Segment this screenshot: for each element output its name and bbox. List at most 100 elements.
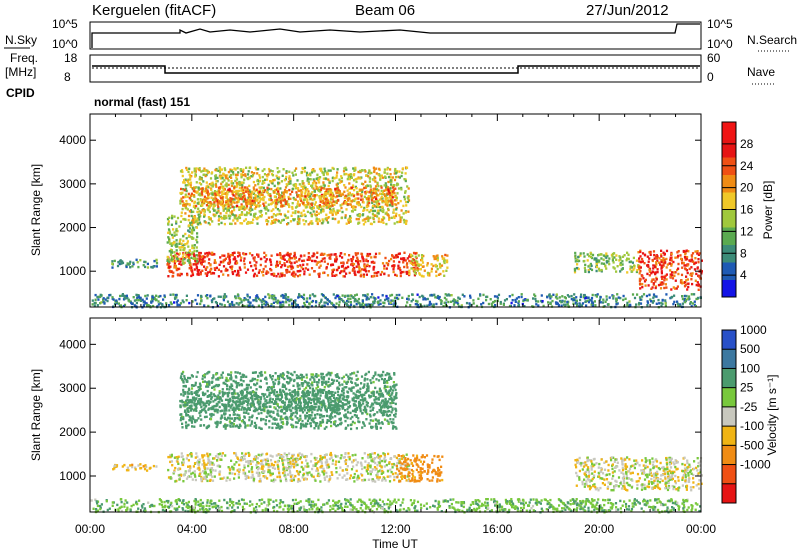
- power-cell: [198, 269, 201, 272]
- power-cell: [649, 298, 652, 301]
- power-cell: [191, 251, 194, 254]
- power-cell: [403, 221, 406, 224]
- power-cell: [202, 257, 205, 260]
- power-cell: [185, 255, 188, 258]
- power-cell: [376, 181, 379, 185]
- vel-cell: [331, 459, 335, 462]
- power-cell: [639, 260, 642, 264]
- power-cell: [400, 216, 403, 219]
- power-cell: [151, 300, 154, 303]
- power-cell: [311, 299, 315, 303]
- power-cell: [270, 304, 273, 308]
- power-cell: [695, 272, 698, 276]
- power-cell: [356, 191, 359, 194]
- power-cell: [277, 272, 280, 276]
- power-cell: [327, 178, 330, 181]
- vel-cell: [285, 467, 288, 470]
- power-cell: [201, 193, 204, 197]
- y-tick-label: 4000: [59, 133, 86, 147]
- power-cell: [346, 261, 349, 264]
- power-cell: [340, 261, 343, 265]
- power-cell: [684, 284, 687, 287]
- power-cell: [244, 200, 247, 203]
- power-cell: [269, 259, 272, 262]
- power-cell: [687, 282, 690, 285]
- power-cell: [219, 197, 223, 200]
- power-cell: [379, 299, 382, 302]
- power-cell: [677, 304, 680, 307]
- power-cell: [267, 293, 270, 296]
- power-cell: [352, 268, 355, 271]
- vel-cell: [349, 474, 352, 477]
- power-cell: [353, 300, 356, 303]
- power-cell: [320, 259, 323, 263]
- power-cell: [422, 298, 425, 301]
- power-cell: [320, 252, 323, 255]
- power-cell: [329, 257, 332, 260]
- power-cell: [196, 202, 199, 205]
- power-cell: [303, 272, 306, 276]
- power-cell: [687, 285, 690, 289]
- power-cell: [196, 235, 199, 239]
- power-cell: [322, 271, 325, 275]
- power-cell: [379, 192, 382, 195]
- power-cell: [320, 300, 323, 303]
- power-cell: [117, 261, 120, 264]
- power-cell: [238, 274, 241, 277]
- power-cell: [306, 210, 309, 214]
- power-cell: [391, 204, 394, 208]
- power-cell: [219, 177, 222, 180]
- power-cell: [256, 217, 259, 221]
- vel-cell: [284, 478, 288, 481]
- power-cell: [243, 208, 246, 211]
- power-cell: [603, 305, 606, 308]
- power-cell: [335, 295, 338, 298]
- power-cell: [235, 173, 238, 176]
- power-cell: [502, 303, 505, 306]
- power-cell: [269, 202, 273, 206]
- power-cell: [268, 198, 272, 202]
- power-cell: [307, 255, 310, 259]
- power-cell: [647, 284, 650, 287]
- power-cell: [600, 257, 603, 260]
- vel-cell: [251, 460, 254, 463]
- power-cell: [619, 270, 622, 273]
- power-cell: [526, 298, 529, 302]
- power-cell: [391, 255, 394, 258]
- power-cell: [315, 177, 318, 181]
- vel-cell: [356, 475, 359, 479]
- power-cell: [443, 259, 446, 262]
- power-cell: [179, 248, 182, 252]
- power-cell: [661, 281, 664, 284]
- vel-cell: [328, 457, 331, 461]
- power-cell: [200, 259, 203, 263]
- vel-cell: [295, 470, 299, 473]
- power-cell: [402, 261, 405, 264]
- power-cell: [378, 198, 381, 201]
- power-cell: [383, 168, 386, 171]
- vel-cell: [190, 453, 193, 456]
- power-cell: [377, 210, 380, 213]
- vel-cell: [348, 458, 351, 461]
- power-cell: [697, 258, 700, 261]
- vel-cell: [251, 470, 254, 474]
- power-cell: [289, 182, 292, 185]
- power-cell: [392, 215, 396, 218]
- power-cell: [189, 263, 192, 266]
- power-cell: [189, 227, 192, 230]
- power-cell: [290, 214, 293, 217]
- power-cell: [238, 214, 241, 217]
- power-cell: [684, 253, 687, 256]
- power-cell: [306, 198, 309, 201]
- power-cell: [347, 175, 350, 178]
- power-cell: [208, 186, 211, 189]
- power-cell: [622, 298, 625, 302]
- power-cell: [265, 272, 268, 275]
- power-cell: [326, 216, 329, 220]
- vel-cell: [205, 475, 208, 478]
- power-cell: [310, 192, 313, 196]
- power-cell: [192, 194, 196, 197]
- power-cell: [295, 191, 298, 194]
- power-cell: [615, 303, 618, 306]
- vel-cell: [232, 466, 235, 470]
